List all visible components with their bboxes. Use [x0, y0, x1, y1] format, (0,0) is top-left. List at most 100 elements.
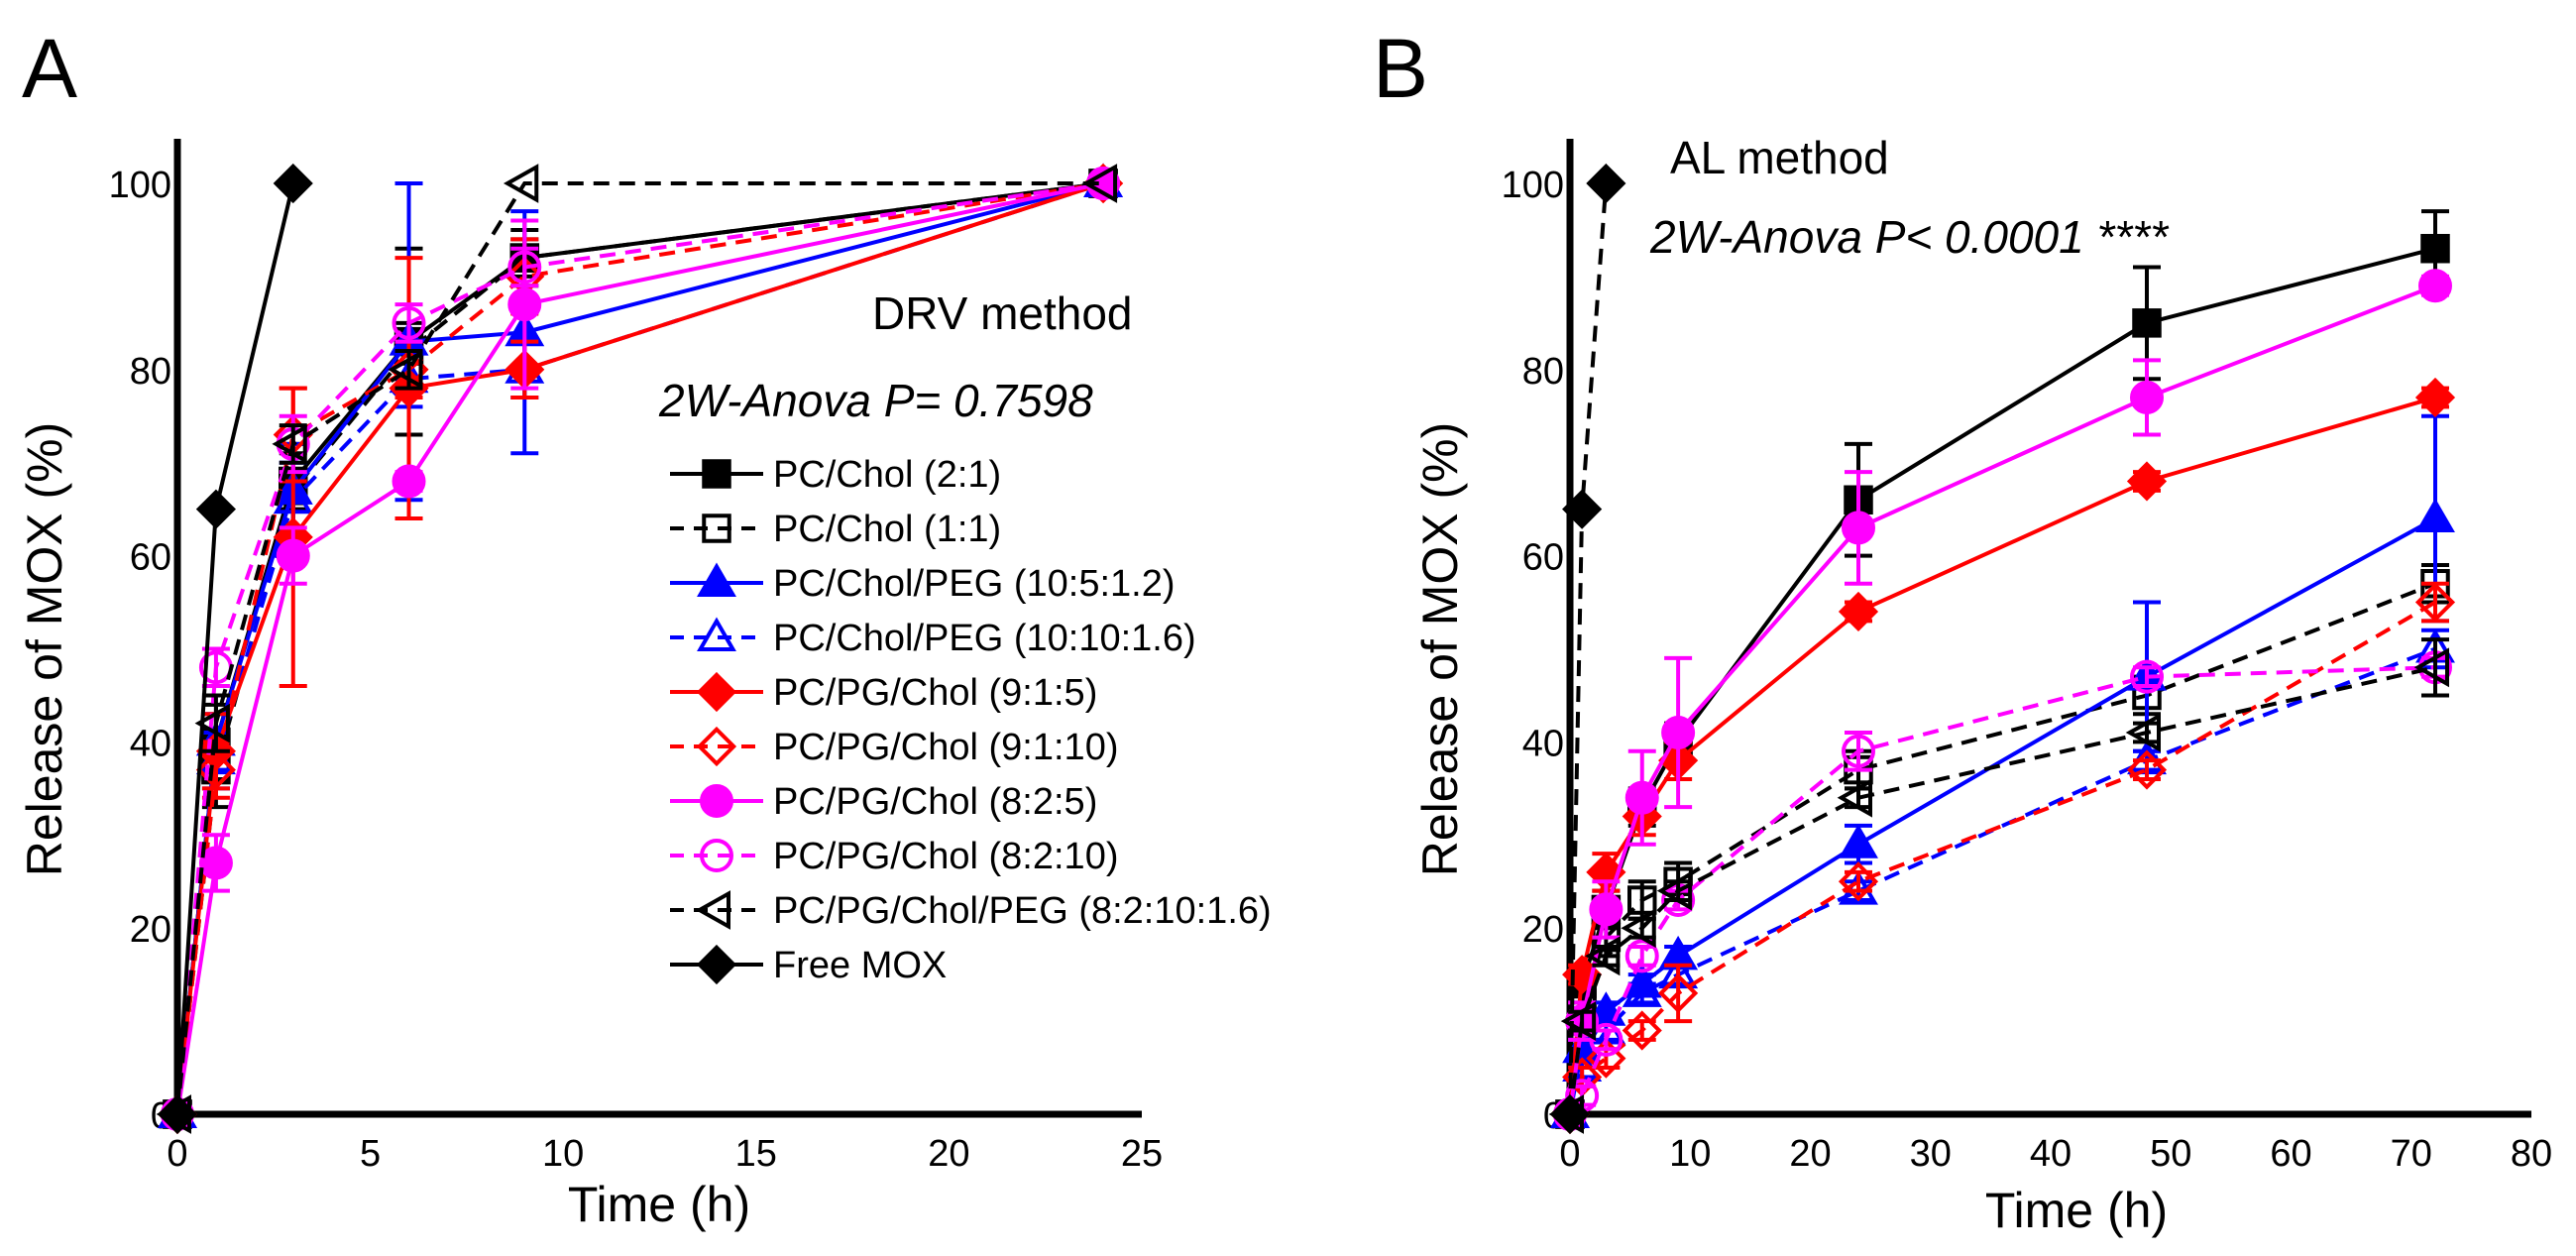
panel-b-x-tick-label: 50	[2150, 1133, 2191, 1175]
series-line	[175, 181, 1104, 1115]
panel-a-x-tick-label: 15	[735, 1133, 777, 1175]
series-pc-pg-chol-8-2-5	[1553, 269, 2452, 1131]
legend-item-pc-pg-chol-9-1-5: PC/PG/Chol (9:1:5)	[670, 671, 1097, 714]
panel-a-y-tick-label: 40	[130, 723, 171, 764]
data-point	[1839, 824, 1878, 858]
data-point	[1838, 591, 1879, 632]
data-point	[272, 423, 307, 464]
legend-marker	[696, 671, 737, 713]
legend-label: PC/PG/Chol/PEG (8:2:10:1.6)	[773, 890, 1272, 932]
data-point	[1656, 870, 1693, 911]
panel-b-xlabel: Time (h)	[1985, 1183, 2168, 1238]
data-point	[2414, 582, 2456, 623]
series-line	[1568, 665, 2436, 1115]
panel-a-x-tick-label: 10	[542, 1133, 584, 1175]
data-point	[1560, 1001, 1597, 1042]
legend-marker	[697, 617, 736, 651]
data-point	[1589, 1022, 1624, 1057]
data-point	[2132, 308, 2162, 338]
legend-marker	[700, 784, 733, 818]
data-point	[1621, 908, 1656, 949]
panel-a-ylabel: Release of MOX (%)	[17, 422, 72, 876]
panel-a-y-tick-label: 100	[109, 165, 171, 206]
series-line	[175, 181, 1104, 1115]
legend-label: PC/PG/Chol (8:2:10)	[773, 836, 1118, 877]
panel-b-y-tick-label: 60	[1522, 537, 1564, 579]
panel-b-x-tick-label: 80	[2511, 1133, 2552, 1175]
legend-item-pc-pg-chol-peg-8-2-10-1-6: PC/PG/Chol/PEG (8:2:10:1.6)	[670, 890, 1272, 932]
legend-label: PC/Chol/PEG (10:10:1.6)	[773, 618, 1196, 659]
legend-marker	[697, 562, 736, 597]
data-point	[195, 749, 236, 790]
data-point	[1586, 1038, 1626, 1079]
panel-a-plot: 0510152025020406080100	[109, 139, 1163, 1175]
panel-a-x-tick-label: 25	[1121, 1133, 1163, 1175]
legend-label: Free MOX	[773, 945, 947, 986]
panel-b-x-tick-label: 70	[2391, 1133, 2432, 1175]
legend-item-pc-chol-peg-10-5-1-2: PC/Chol/PEG (10:5:1.2)	[670, 562, 1176, 605]
data-point	[392, 464, 426, 499]
data-point	[1589, 892, 1624, 927]
data-point	[2130, 380, 2164, 414]
panel-b-y-tick-label: 40	[1522, 723, 1564, 764]
data-point	[1562, 489, 1603, 529]
series-line	[1568, 516, 2436, 1115]
panel-a-x-tick-label: 5	[360, 1133, 381, 1175]
data-point	[194, 703, 230, 743]
data-point	[1622, 1010, 1662, 1051]
legend-marker	[700, 839, 733, 872]
panel-a-method-annotation: DRV method	[872, 287, 1133, 339]
panel-a-y-tick-label: 20	[130, 909, 171, 951]
data-point	[2420, 233, 2450, 264]
data-point	[1661, 716, 1696, 750]
data-point	[1624, 939, 1659, 973]
panel-b-plot: 01020304050607080020406080100	[1502, 139, 2552, 1175]
legend-label: PC/Chol/PEG (10:5:1.2)	[773, 563, 1176, 605]
data-point	[2413, 647, 2449, 688]
series-pc-pg-chol-8-2-5	[161, 167, 1121, 1131]
data-point	[2126, 749, 2168, 790]
series-line	[175, 181, 1104, 1115]
legend-label: PC/PG/Chol (9:1:10)	[773, 727, 1118, 768]
legend-marker	[696, 726, 737, 767]
series-pc-pg-chol-9-1-5	[1549, 377, 2456, 1135]
data-point	[1658, 972, 1699, 1014]
series-line	[175, 181, 1104, 1115]
panel-b-x-tick-label: 60	[2270, 1133, 2311, 1175]
panel-b-method-annotation: AL method	[1670, 132, 1889, 183]
data-point	[1838, 861, 1879, 902]
data-point	[1837, 777, 1872, 818]
panel-a-legend: PC/Chol (2:1) PC/Chol (1:1) PC/Chol/PEG (1…	[670, 454, 1272, 986]
series-free-mox	[157, 163, 313, 1135]
legend-item-pc-chol-2-1: PC/Chol (2:1)	[670, 454, 1001, 496]
data-point	[2125, 713, 2161, 752]
data-point	[507, 250, 542, 285]
series-free-mox	[1549, 163, 1626, 1135]
panel-b-ylabel: Release of MOX (%)	[1412, 422, 1468, 876]
series-line	[1568, 600, 2437, 1115]
panel-a-label: A	[22, 22, 77, 115]
data-point	[1842, 734, 1875, 768]
panel-b-x-tick-label: 40	[2030, 1133, 2072, 1175]
data-point	[1585, 936, 1621, 976]
data-point	[1622, 972, 1662, 1007]
legend-item-pc-chol-1-1: PC/Chol (1:1)	[670, 509, 1001, 550]
legend-item-free-mox: Free MOX	[670, 944, 947, 986]
legend-item-pc-pg-chol-8-2-5: PC/PG/Chol (8:2:5)	[670, 781, 1097, 823]
data-point	[2126, 461, 2168, 502]
panel-a-x-tick-label: 20	[928, 1133, 969, 1175]
panel-b-x-tick-label: 10	[1669, 1133, 1711, 1175]
legend-item-pc-chol-peg-10-10-1-6: PC/Chol/PEG (10:10:1.6)	[670, 617, 1196, 659]
panel-a-y-tick-label: 80	[130, 351, 171, 393]
data-point	[157, 1093, 198, 1135]
data-point	[1842, 511, 1875, 545]
legend-marker	[702, 459, 731, 489]
series-line	[1568, 396, 2436, 1115]
panel-a-xlabel: Time (h)	[568, 1177, 750, 1232]
panel-b-x-tick-label: 20	[1789, 1133, 1831, 1175]
panel-b-x-tick-label: 30	[1910, 1133, 1952, 1175]
legend-item-pc-pg-chol-9-1-10: PC/PG/Chol (9:1:10)	[670, 726, 1118, 768]
panel-a-anova-annotation: 2W-Anova P= 0.7598	[658, 375, 1093, 426]
data-point	[2414, 377, 2456, 418]
data-point	[198, 846, 233, 880]
